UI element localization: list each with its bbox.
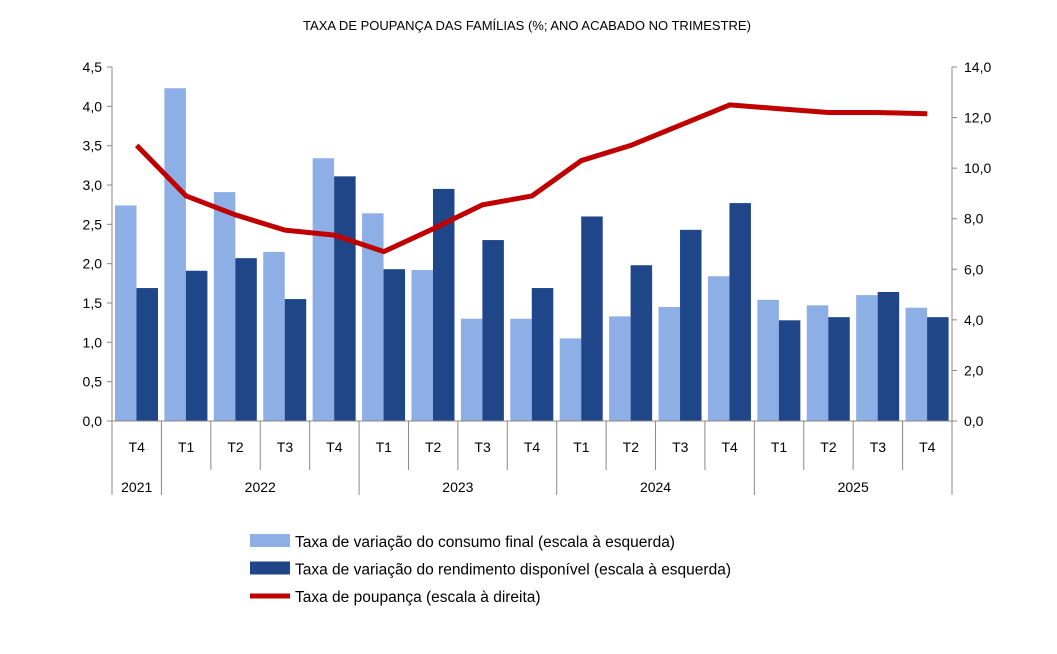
bar-rendimento bbox=[630, 265, 653, 421]
category-label: T3 bbox=[277, 439, 294, 455]
year-label: 2021 bbox=[121, 479, 152, 495]
category-label: T4 bbox=[721, 439, 738, 455]
category-label: T3 bbox=[672, 439, 689, 455]
bar-consumo bbox=[362, 213, 384, 421]
bar-rendimento bbox=[136, 288, 158, 421]
bar-rendimento bbox=[482, 240, 504, 421]
bar-rendimento bbox=[680, 229, 702, 421]
legend-swatch bbox=[250, 561, 290, 575]
bar-consumo bbox=[856, 295, 878, 421]
bar-consumo bbox=[905, 307, 928, 421]
category-label: T3 bbox=[870, 439, 887, 455]
bar-consumo bbox=[115, 205, 137, 421]
left-tick-label: 4,5 bbox=[83, 59, 103, 75]
bar-rendimento bbox=[235, 258, 257, 421]
bar-consumo bbox=[263, 251, 285, 421]
bar-rendimento bbox=[828, 317, 850, 421]
bar-consumo bbox=[213, 192, 236, 421]
right-tick-label: 0,0 bbox=[964, 413, 984, 429]
right-tick-label: 6,0 bbox=[964, 261, 984, 277]
left-tick-label: 1,0 bbox=[83, 334, 103, 350]
bar-rendimento bbox=[927, 317, 949, 421]
line-poupanca bbox=[134, 102, 928, 255]
category-label: T4 bbox=[524, 439, 541, 455]
bar-consumo bbox=[312, 158, 335, 421]
year-label: 2023 bbox=[442, 479, 473, 495]
bar-consumo bbox=[609, 316, 631, 421]
year-label: 2025 bbox=[838, 479, 869, 495]
category-label: T2 bbox=[623, 439, 640, 455]
left-tick-label: 2,5 bbox=[83, 216, 103, 232]
right-tick-label: 2,0 bbox=[964, 362, 984, 378]
bar-rendimento bbox=[581, 216, 603, 421]
category-label: T1 bbox=[771, 439, 788, 455]
legend-label: Taxa de poupança (escala à direita) bbox=[295, 589, 541, 606]
bar-consumo bbox=[757, 299, 779, 421]
right-tick-label: 4,0 bbox=[964, 312, 984, 328]
legend-label: Taxa de variação do consumo final (escal… bbox=[295, 534, 675, 551]
bar-consumo bbox=[707, 276, 730, 421]
left-tick-label: 1,5 bbox=[83, 295, 103, 311]
category-label: T1 bbox=[573, 439, 590, 455]
legend-swatch bbox=[250, 534, 290, 547]
right-tick-label: 12,0 bbox=[964, 110, 991, 126]
bar-rendimento bbox=[729, 203, 751, 421]
year-label: 2022 bbox=[245, 479, 276, 495]
bar-consumo bbox=[460, 318, 483, 421]
bar-consumo bbox=[658, 306, 681, 421]
bar-consumo bbox=[164, 88, 186, 422]
bar-rendimento bbox=[877, 291, 900, 421]
right-tick-label: 14,0 bbox=[964, 59, 991, 75]
bar-rendimento bbox=[383, 269, 406, 421]
bar-rendimento bbox=[334, 176, 356, 421]
left-tick-label: 2,0 bbox=[83, 256, 103, 272]
left-tick-label: 0,0 bbox=[83, 413, 103, 429]
category-label: T2 bbox=[820, 439, 837, 455]
bar-consumo bbox=[510, 318, 532, 421]
bar-rendimento bbox=[185, 270, 208, 421]
left-tick-label: 0,5 bbox=[83, 374, 103, 390]
category-label: T4 bbox=[919, 439, 936, 455]
left-tick-label: 3,5 bbox=[83, 138, 103, 154]
right-tick-label: 8,0 bbox=[964, 211, 984, 227]
bar-rendimento bbox=[432, 188, 455, 421]
chart-title: TAXA DE POUPANÇA DAS FAMÍLIAS (%; ANO AC… bbox=[303, 18, 751, 33]
bar-consumo bbox=[411, 269, 433, 421]
category-label: T4 bbox=[326, 439, 343, 455]
category-label: T1 bbox=[376, 439, 393, 455]
bar-consumo bbox=[559, 338, 582, 421]
bar-rendimento bbox=[531, 288, 554, 421]
category-label: T2 bbox=[425, 439, 442, 455]
bar-consumo bbox=[806, 305, 829, 421]
category-label: T2 bbox=[227, 439, 244, 455]
right-tick-label: 10,0 bbox=[964, 160, 991, 176]
left-tick-label: 3,0 bbox=[83, 177, 103, 193]
category-label: T1 bbox=[178, 439, 195, 455]
legend-label: Taxa de variação do rendimento disponíve… bbox=[295, 562, 731, 579]
year-label: 2024 bbox=[640, 479, 671, 495]
category-label: T3 bbox=[474, 439, 491, 455]
category-label: T4 bbox=[129, 439, 146, 455]
bar-rendimento bbox=[284, 299, 307, 421]
left-tick-label: 4,0 bbox=[83, 98, 103, 114]
bar-rendimento bbox=[778, 320, 801, 421]
